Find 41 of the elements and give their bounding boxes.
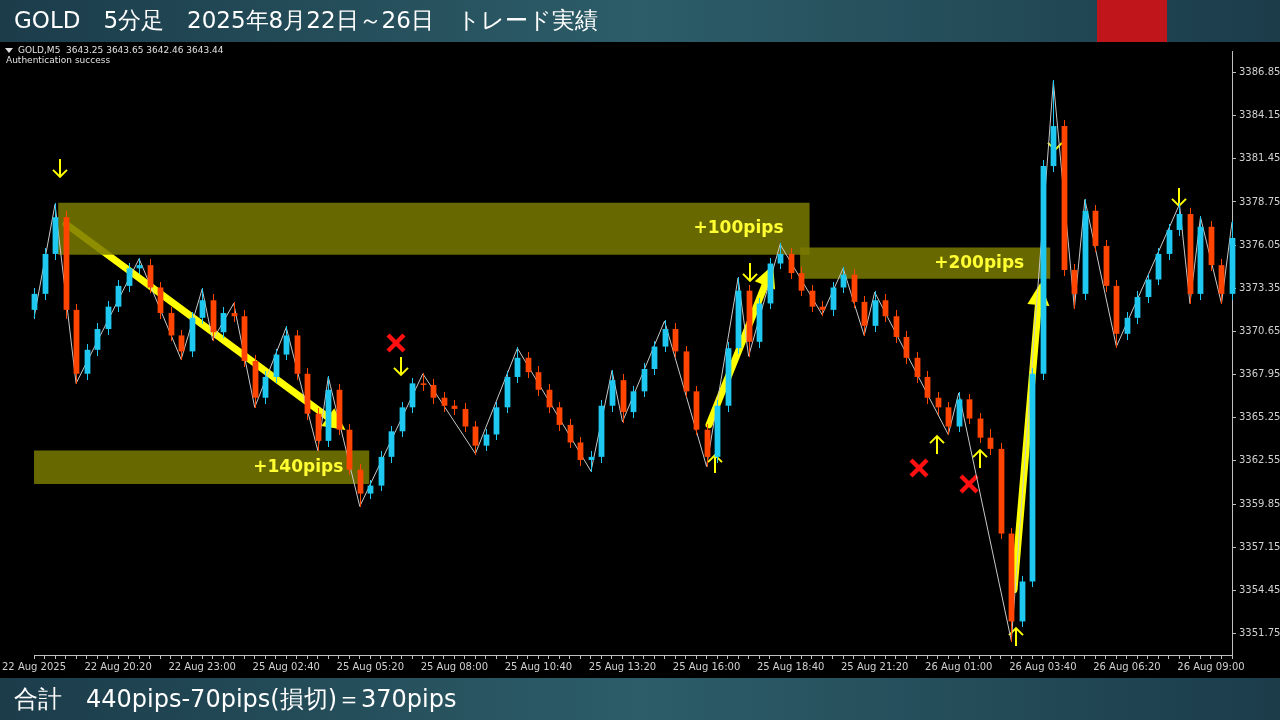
x-tick-label: 26 Aug 06:20 bbox=[1093, 660, 1161, 672]
y-tick-label: 3373.35 bbox=[1239, 281, 1280, 293]
x-tick-label: 22 Aug 2025 bbox=[2, 660, 67, 672]
x-tick-label: 22 Aug 20:20 bbox=[84, 660, 152, 672]
y-tick-label: 3354.45 bbox=[1239, 583, 1280, 595]
x-tick-label: 25 Aug 21:20 bbox=[840, 660, 909, 672]
y-tick-label: 3367.95 bbox=[1239, 368, 1280, 380]
y-tick-label: 3384.15 bbox=[1239, 109, 1280, 121]
y-tick-label: 3359.85 bbox=[1239, 497, 1280, 509]
x-tick-label: 25 Aug 18:40 bbox=[756, 660, 825, 672]
x-tick-label: 25 Aug 16:00 bbox=[672, 660, 741, 672]
y-tick-label: 3357.15 bbox=[1239, 540, 1280, 552]
y-tick-label: 3376.05 bbox=[1239, 238, 1280, 250]
band-label: +100pips bbox=[693, 217, 784, 238]
x-tick-label: 22 Aug 23:00 bbox=[168, 660, 236, 672]
chart-title: GOLD 5分足 2025年8月22日～26日 トレード実績 bbox=[14, 6, 598, 35]
x-tick-label: 26 Aug 09:00 bbox=[1177, 660, 1245, 672]
x-tick-label: 26 Aug 01:00 bbox=[925, 660, 993, 672]
y-tick-label: 3370.65 bbox=[1239, 325, 1280, 337]
candlestick bbox=[777, 242, 784, 270]
y-tick-label: 3362.55 bbox=[1239, 454, 1280, 466]
x-tick-label: 25 Aug 02:40 bbox=[252, 660, 320, 672]
band-label: +140pips bbox=[253, 455, 344, 476]
x-tick-label: 25 Aug 10:40 bbox=[504, 660, 573, 672]
y-tick-label: 3351.75 bbox=[1239, 627, 1280, 639]
y-tick-label: 3381.45 bbox=[1239, 152, 1280, 164]
annotation: GOLD,M5 3643.25 3643.65 3642.46 3643.44 bbox=[18, 44, 224, 55]
text: 合計 440pips-70pips(損切)＝370pips bbox=[14, 684, 457, 715]
x-tick-label: 26 Aug 03:40 bbox=[1009, 660, 1077, 672]
x-tick-label: 25 Aug 08:00 bbox=[420, 660, 489, 672]
candlestick bbox=[945, 401, 952, 436]
candlestick bbox=[283, 325, 290, 361]
y-tick-label: 3386.85 bbox=[1239, 66, 1280, 78]
y-tick-label: 3378.75 bbox=[1239, 195, 1280, 207]
band-label: +200pips bbox=[934, 251, 1025, 272]
annotation: Authentication success bbox=[6, 54, 111, 65]
candlestick bbox=[483, 428, 490, 452]
x-tick-label: 25 Aug 05:20 bbox=[336, 660, 405, 672]
y-tick-label: 3365.25 bbox=[1239, 411, 1280, 423]
candlestick bbox=[966, 393, 973, 425]
x-tick-label: 25 Aug 13:20 bbox=[588, 660, 657, 672]
